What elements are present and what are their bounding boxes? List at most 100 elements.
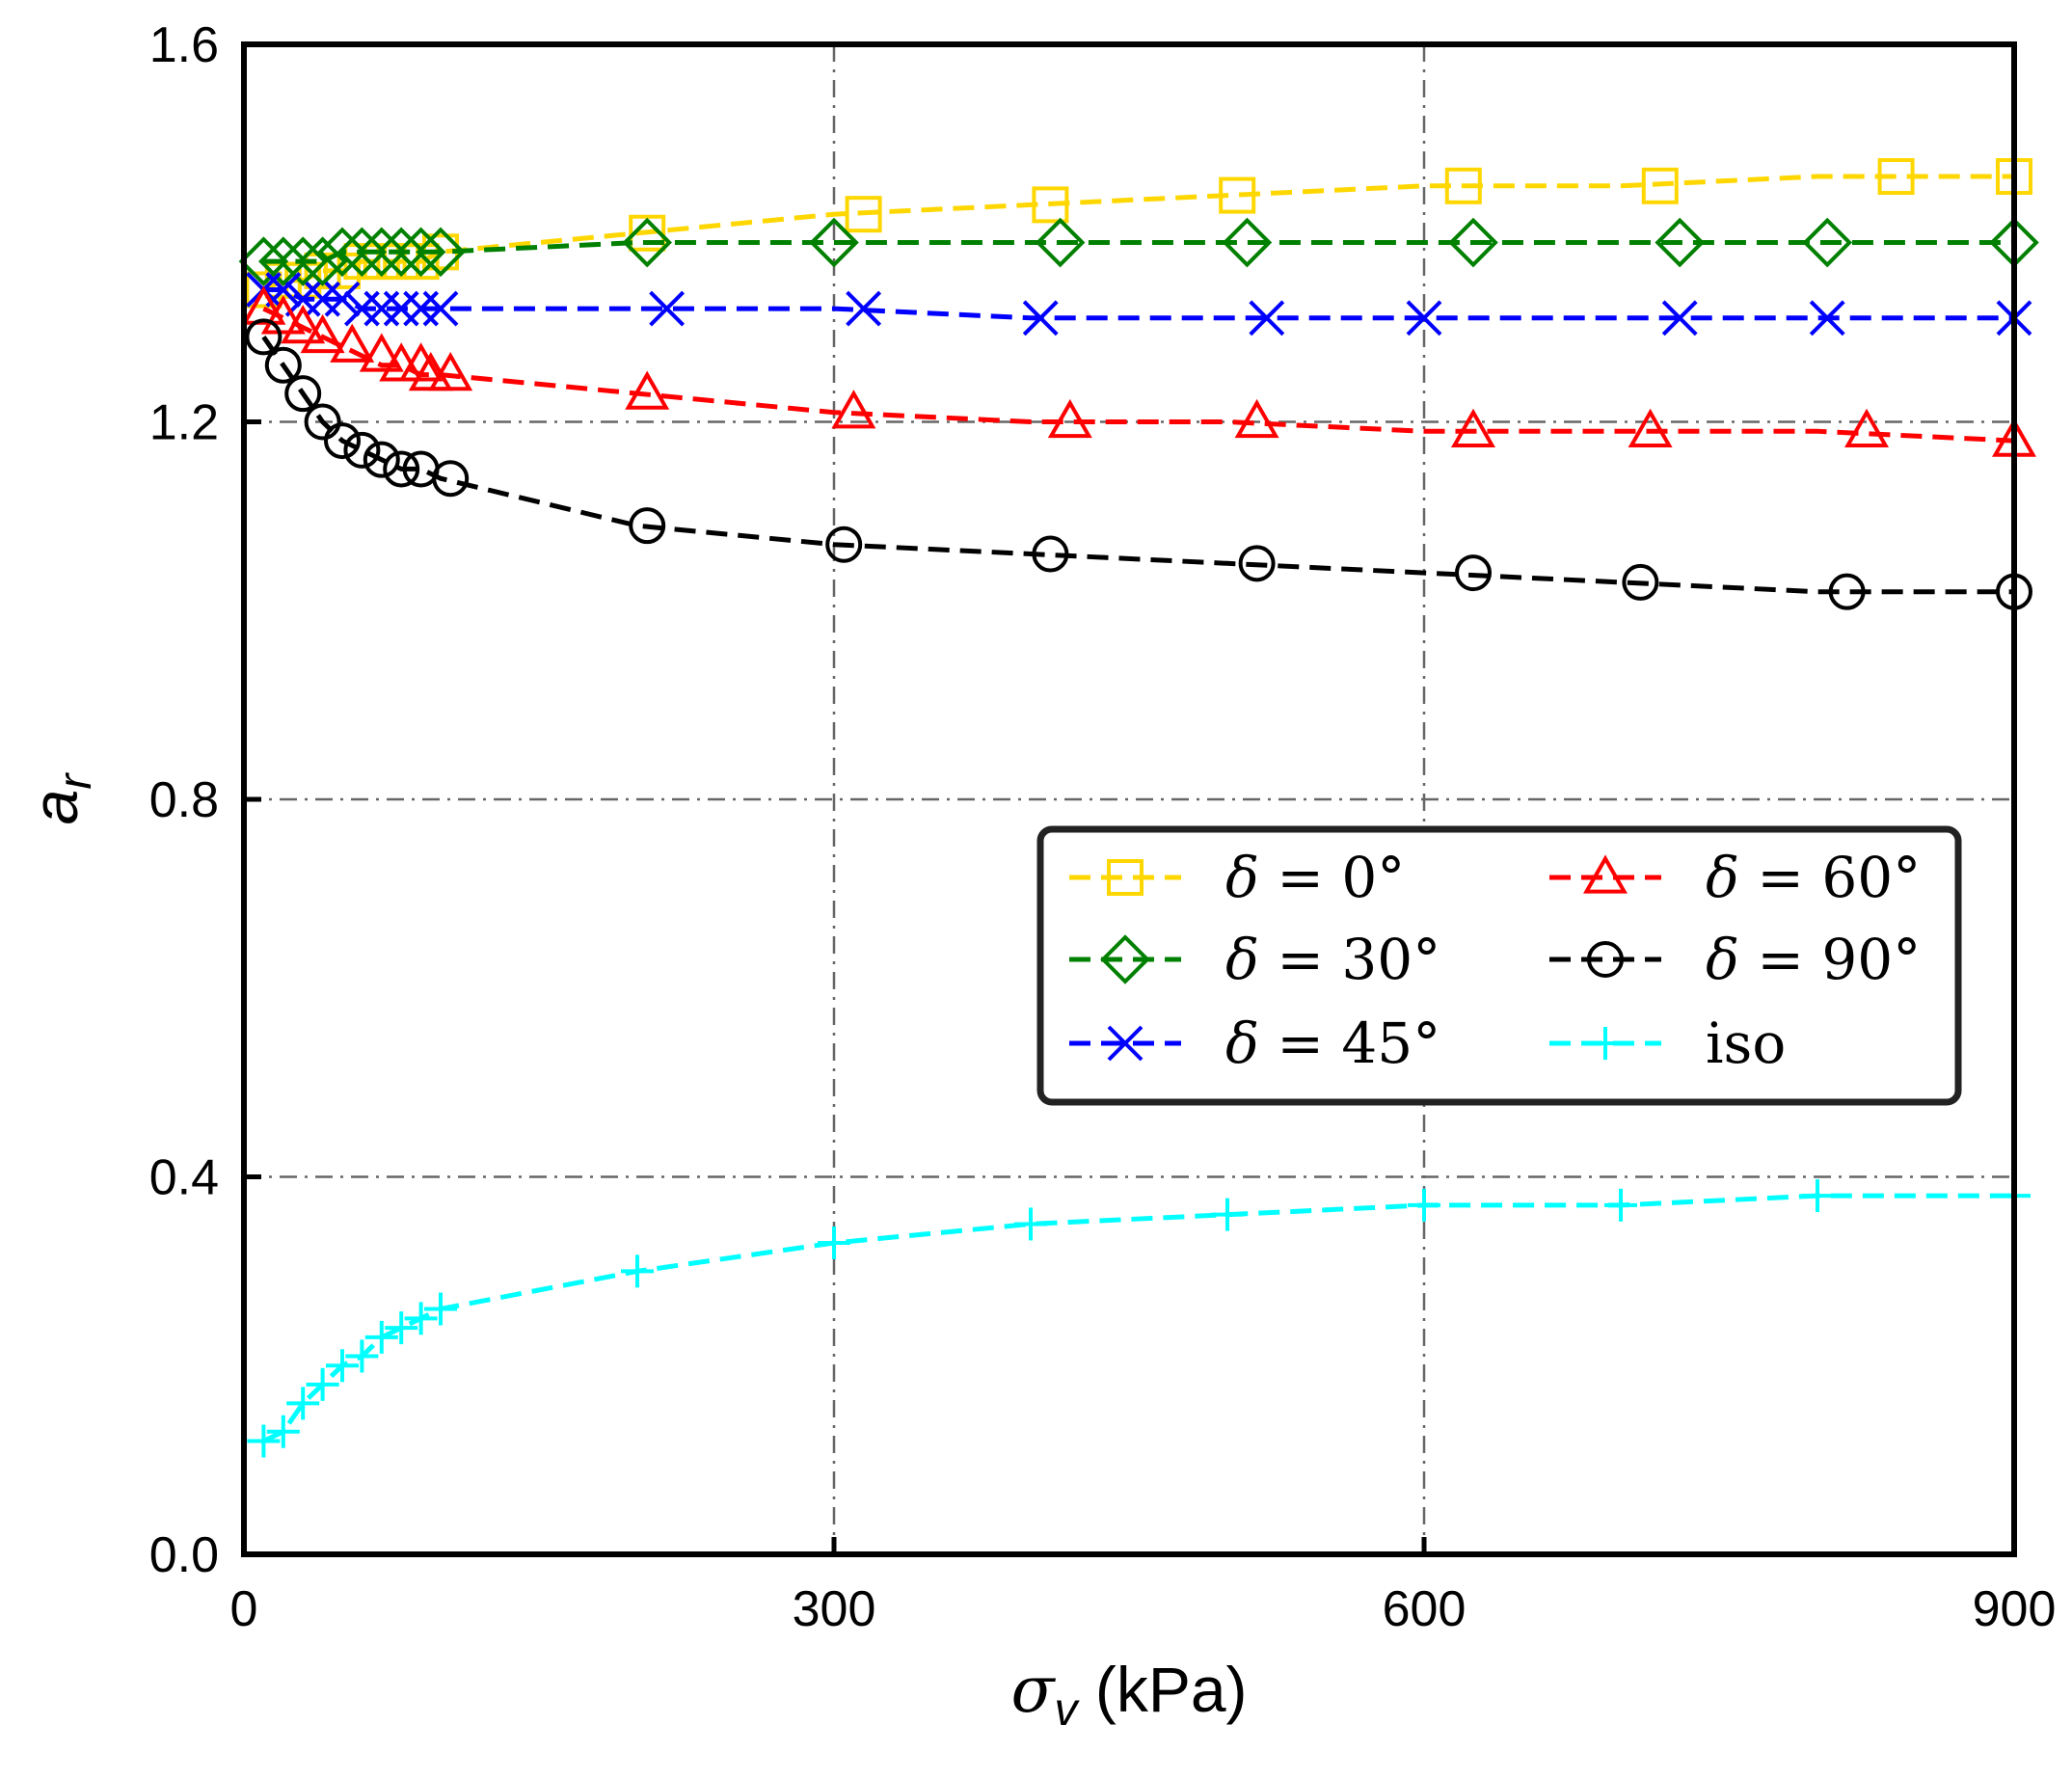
triangle-marker [260,295,306,335]
legend-label: δ = 60° [1706,845,1921,910]
grid [244,44,2014,1554]
legend-box [1036,825,1962,1106]
square-marker [1219,176,1256,214]
x-stroke [1249,300,1285,337]
triangle-marker [1583,854,1628,894]
diamond-marker [357,227,407,278]
x-axis-title: σv (kPa) [1010,1653,1247,1736]
series-6 [247,1179,2031,1458]
series-1 [245,158,2032,309]
legend-value: = 30° [1277,927,1440,992]
plus-marker [1801,1179,1834,1213]
plus-marker [306,1367,339,1401]
y-axis-symbol: a [19,790,91,825]
plus-marker [621,1254,654,1288]
triangle-marker [330,323,375,363]
y-axis-subscript: r [50,772,101,790]
circle-marker [1828,573,1866,610]
circle-marker [629,507,666,545]
legend: δ = 0°δ = 30°δ = 45°δ = 60°δ = 90°iso [1036,825,1962,1106]
x-stroke [1107,1025,1144,1062]
legend-symbol: δ [1225,927,1277,992]
legend-entry: iso [1549,1011,1786,1076]
triangle-marker [625,370,670,410]
diamond-marker [278,236,328,286]
circle-marker [304,403,341,441]
x-stroke [846,290,882,327]
axis-titles: σv (kPa) ar [19,772,1248,1736]
square-marker [402,243,440,281]
circle-marker [245,318,283,356]
x-marker [649,290,686,327]
x-marker [324,281,361,317]
axis-ticks: 0 300 600 900 0.0 0.4 0.8 1.2 1.6 [149,17,2057,1637]
legend-entry: δ = 45° [1069,1011,1440,1076]
x-stroke [1022,300,1059,337]
circle-marker [1587,941,1624,978]
diamond-marker [622,217,672,268]
plus-marker [818,1226,850,1260]
legend-symbol: δ [1225,845,1277,910]
diamond-marker [258,236,309,286]
plus-marker [1408,1188,1440,1222]
diamond-marker [1222,217,1273,268]
x-tick-label: 300 [793,1581,876,1637]
circle-marker [1032,535,1069,573]
series-2 [238,217,2039,286]
circle-marker [1238,545,1276,582]
legend-value: = 0° [1277,845,1405,910]
diamond-outline [1222,217,1273,268]
circle-marker [343,431,381,469]
diamond-marker [1802,217,1852,268]
diamond-marker [317,227,367,278]
legend-symbol: δ [1706,845,1757,910]
plus-marker [266,1415,300,1448]
y-tick-label: 0.0 [149,1527,219,1583]
legend-label: δ = 30° [1225,927,1440,992]
series-layer [238,158,2039,1458]
plus-marker [424,1292,457,1326]
plus-marker [247,1424,281,1458]
legend-symbol: δ [1706,927,1757,992]
x-stroke [265,272,302,308]
legend-label: iso [1706,1011,1786,1076]
square-marker [1444,167,1482,204]
x-stroke [649,290,686,327]
x-marker [422,290,459,327]
diamond-marker [416,227,466,278]
diamond-outline [238,236,289,286]
x-tick-label: 0 [230,1581,258,1637]
x-stroke [1406,300,1442,337]
triangle-marker [300,313,345,354]
legend-label: δ = 45° [1225,1011,1440,1076]
legend-symbol: δ [1225,1011,1277,1076]
x-stroke [1809,300,1845,337]
diamond-marker [395,227,446,278]
diamond-marker [336,227,388,278]
diamond-outline [416,227,466,278]
plus-marker [286,1387,320,1420]
x-axis-unit: (kPa) [1078,1654,1248,1725]
square-marker [1877,158,1915,196]
x-marker [265,272,302,308]
diamond-marker [1035,217,1086,268]
diamond-outline [357,227,407,278]
diamond-marker [297,236,348,286]
x-stroke [324,281,361,317]
triangle-marker [1844,408,1889,447]
square-marker [383,243,420,281]
x-marker [846,290,882,327]
square-marker [629,214,666,252]
x-axis-subscript: v [1055,1685,1081,1736]
triangle-marker [281,305,326,344]
x-axis-symbol: σ [1010,1653,1056,1727]
diamond-outline [278,236,328,286]
diamond-outline [376,227,426,278]
y-axis-title: ar [19,772,101,825]
y-tick-label: 1.2 [149,395,219,451]
triangle-marker [359,333,404,372]
x-marker [1107,1025,1144,1062]
plus-marker [385,1311,418,1345]
y-tick-label: 0.8 [149,772,219,828]
